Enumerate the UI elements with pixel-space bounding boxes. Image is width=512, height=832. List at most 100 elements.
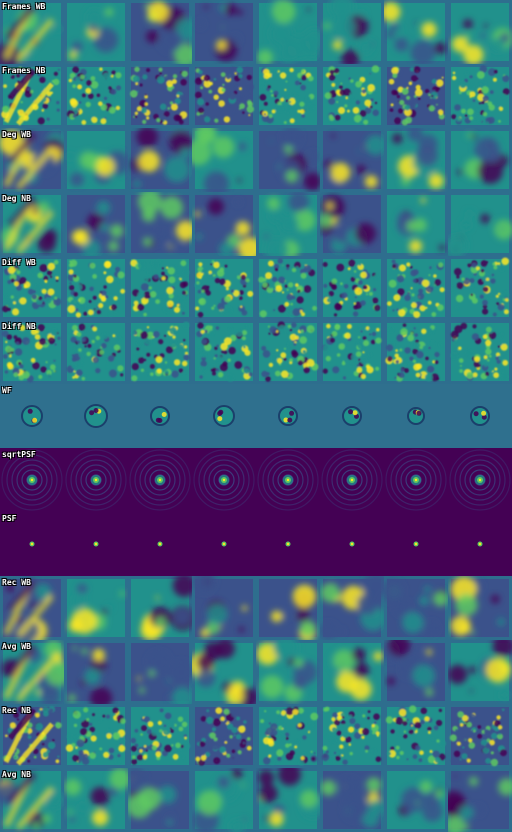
- image-tile: [448, 704, 512, 768]
- image-tile: [384, 768, 448, 832]
- row-label: PSF: [2, 514, 17, 523]
- image-tile: [256, 320, 320, 384]
- row-label: Frames NB: [2, 66, 46, 75]
- image-tile: [192, 320, 256, 384]
- image-tile: [192, 768, 256, 832]
- image-tile: [0, 768, 64, 832]
- image-tile: [384, 448, 448, 512]
- image-tile: [448, 512, 512, 576]
- image-tile: [256, 512, 320, 576]
- image-tile: [0, 192, 64, 256]
- image-tile: [0, 512, 64, 576]
- image-tile: [320, 512, 384, 576]
- image-tile: [192, 192, 256, 256]
- image-tile: [384, 384, 448, 448]
- image-tile: [448, 640, 512, 704]
- image-tile: [64, 768, 128, 832]
- image-tile: [320, 576, 384, 640]
- image-tile: [320, 384, 384, 448]
- image-tile: [384, 128, 448, 192]
- image-tile: [448, 64, 512, 128]
- image-tile: [192, 64, 256, 128]
- image-tile: [0, 640, 64, 704]
- image-tile: [256, 128, 320, 192]
- image-tile: [64, 640, 128, 704]
- image-tile: [384, 64, 448, 128]
- image-tile: [128, 704, 192, 768]
- image-tile: [64, 256, 128, 320]
- image-tile: [0, 384, 64, 448]
- image-tile: [192, 576, 256, 640]
- row-label: Avg WB: [2, 642, 31, 651]
- image-tile: [64, 320, 128, 384]
- image-tile: [192, 704, 256, 768]
- image-tile: [320, 64, 384, 128]
- image-tile: [448, 320, 512, 384]
- image-tile: [256, 64, 320, 128]
- image-tile: [64, 448, 128, 512]
- image-tile: [320, 256, 384, 320]
- image-tile: [320, 768, 384, 832]
- row-label: Deg NB: [2, 194, 31, 203]
- image-tile: [256, 576, 320, 640]
- image-tile: [64, 576, 128, 640]
- image-tile: [64, 192, 128, 256]
- image-tile: [0, 448, 64, 512]
- image-tile: [192, 0, 256, 64]
- image-tile: [256, 0, 320, 64]
- row-label: Avg NB: [2, 770, 31, 779]
- image-tile: [128, 576, 192, 640]
- image-tile: [128, 128, 192, 192]
- image-tile: [320, 448, 384, 512]
- image-tile: [448, 128, 512, 192]
- image-tile: [384, 512, 448, 576]
- row-label: Rec WB: [2, 578, 31, 587]
- row-label: sqrtPSF: [2, 450, 36, 459]
- image-tile: [192, 448, 256, 512]
- image-tile: [448, 192, 512, 256]
- image-tile: [448, 256, 512, 320]
- row-label: Diff WB: [2, 258, 36, 267]
- image-tile: [384, 256, 448, 320]
- image-tile: [192, 256, 256, 320]
- image-tile: [128, 64, 192, 128]
- row-label: Frames WB: [2, 2, 46, 11]
- image-tile: [64, 704, 128, 768]
- image-tile: [0, 128, 64, 192]
- image-tile: [192, 640, 256, 704]
- image-tile: [0, 576, 64, 640]
- image-tile: [320, 320, 384, 384]
- image-tile: [192, 384, 256, 448]
- image-tile: [64, 384, 128, 448]
- image-tile: [256, 704, 320, 768]
- image-tile: [320, 704, 384, 768]
- image-tile: [320, 192, 384, 256]
- image-tile: [0, 256, 64, 320]
- image-tile: [64, 512, 128, 576]
- image-tile: [384, 0, 448, 64]
- image-tile: [256, 384, 320, 448]
- image-tile: [448, 448, 512, 512]
- image-tile: [192, 512, 256, 576]
- image-tile: [448, 0, 512, 64]
- image-tile: [128, 384, 192, 448]
- image-tile: [448, 768, 512, 832]
- image-tile: [192, 128, 256, 192]
- image-tile: [256, 448, 320, 512]
- image-tile: [256, 192, 320, 256]
- image-tile: [64, 128, 128, 192]
- row-label: Rec NB: [2, 706, 31, 715]
- image-tile: [384, 704, 448, 768]
- image-tile: [128, 768, 192, 832]
- image-tile: [128, 320, 192, 384]
- row-label: Diff NB: [2, 322, 36, 331]
- image-tile: [128, 192, 192, 256]
- image-tile: [128, 256, 192, 320]
- image-tile: [64, 0, 128, 64]
- image-tile: [128, 640, 192, 704]
- image-tile: [256, 768, 320, 832]
- image-tile: [448, 384, 512, 448]
- image-tile: [320, 128, 384, 192]
- image-tile: [128, 0, 192, 64]
